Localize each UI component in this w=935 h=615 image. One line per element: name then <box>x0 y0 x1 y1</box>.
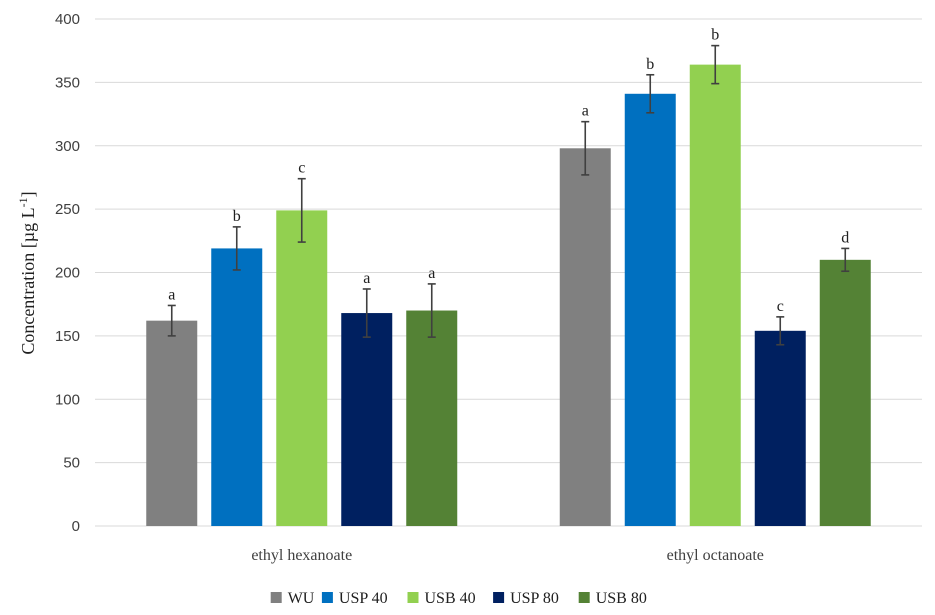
error-bar <box>776 316 785 346</box>
legend-swatch <box>493 592 505 603</box>
error-bar <box>232 226 241 271</box>
y-tick-label: 150 <box>55 328 80 345</box>
error-bar <box>362 288 371 338</box>
y-axis-label-tail: ] <box>18 191 38 197</box>
legend-swatch <box>270 592 282 603</box>
legend-item: WU <box>270 590 315 607</box>
bar <box>624 93 676 526</box>
y-tick-label: 350 <box>55 74 80 91</box>
bar <box>559 148 611 526</box>
y-tick-label: 300 <box>55 138 80 155</box>
error-bars <box>167 44 850 346</box>
legend-label: USB 80 <box>596 590 647 607</box>
bar <box>211 248 263 527</box>
bar <box>341 313 393 526</box>
legend-swatch <box>578 592 590 603</box>
error-bar <box>711 44 720 85</box>
significance-label: b <box>646 56 654 73</box>
y-axis-label: Concentration [µg L-1] <box>16 191 38 354</box>
legend-label: USB 40 <box>425 590 476 607</box>
significance-label: b <box>711 27 719 44</box>
bar <box>406 310 458 526</box>
legend-item: USB 40 <box>407 590 476 607</box>
bar <box>146 320 198 526</box>
legend-item: USB 80 <box>578 590 647 607</box>
legend: WU USP 40 USB 40 USP 80 USB 80 <box>270 590 647 607</box>
y-tick-label: 0 <box>72 518 80 535</box>
significance-label: b <box>233 208 241 225</box>
y-tick-label: 100 <box>55 391 80 408</box>
category-label: ethyl octanoate <box>667 547 764 564</box>
category-labels: ethyl hexanoate ethyl octanoate <box>251 547 764 564</box>
y-tick-label: 400 <box>55 11 80 28</box>
y-tick-label: 50 <box>63 455 80 472</box>
error-bar <box>646 73 655 114</box>
y-tick-label: 200 <box>55 265 80 282</box>
significance-label: a <box>428 265 435 282</box>
legend-label: USP 40 <box>339 590 388 607</box>
error-bar <box>297 177 306 243</box>
significance-label: d <box>841 229 849 246</box>
y-axis-ticks: 0 50 100 150 200 250 300 350 400 <box>55 11 80 535</box>
legend-item: USP 40 <box>321 590 388 607</box>
y-axis-label-sup: -1 <box>16 197 30 207</box>
significance-label: a <box>363 270 370 287</box>
bar <box>819 259 871 526</box>
bar <box>754 330 806 526</box>
legend-swatch <box>321 592 333 603</box>
category-label: ethyl hexanoate <box>251 547 352 564</box>
legend-label: WU <box>288 590 315 607</box>
significance-label: c <box>298 160 305 177</box>
error-bar <box>167 304 176 337</box>
significance-label: c <box>777 298 784 315</box>
legend-swatch <box>407 592 419 603</box>
legend-item: USP 80 <box>493 590 559 607</box>
error-bar <box>841 247 850 273</box>
significance-labels: a b c a a a b b c d <box>168 27 849 315</box>
bars <box>146 64 871 527</box>
bar <box>276 210 328 526</box>
y-axis-label-main: Concentration [µg L <box>18 207 38 354</box>
significance-label: a <box>168 286 175 303</box>
y-tick-label: 250 <box>55 201 80 218</box>
legend-label: USP 80 <box>510 590 559 607</box>
error-bar <box>581 120 590 176</box>
bar <box>689 64 741 526</box>
error-bar <box>427 283 436 338</box>
significance-label: a <box>582 103 589 120</box>
